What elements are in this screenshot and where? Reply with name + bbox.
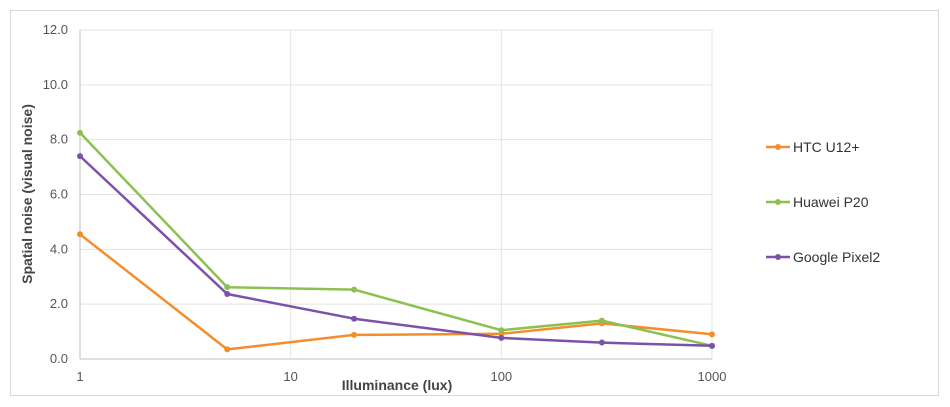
- grid-lines: [79, 29, 713, 360]
- x-tick-label: 100: [490, 369, 512, 384]
- axes: 0.0 2.0 4.0 6.0 8.0 10.0 12.0 1 10 100 1000: [43, 22, 727, 384]
- data-point: [351, 315, 358, 322]
- x-tick-label: 1: [76, 369, 83, 384]
- data-point: [77, 153, 83, 160]
- data-point: [224, 284, 231, 291]
- legend: HTC U12+ Huawei P20 Google Pixel2: [766, 139, 880, 265]
- data-point: [77, 129, 83, 136]
- legend-label: Huawei P20: [793, 194, 869, 210]
- x-axis-title: Illuminance (lux): [342, 377, 452, 393]
- y-tick-label: 6.0: [50, 187, 68, 202]
- series-line: [79, 155, 713, 348]
- x-tick-label: 1000: [698, 369, 727, 384]
- data-point: [224, 346, 231, 353]
- data-point: [77, 231, 83, 238]
- data-point: [224, 291, 231, 298]
- y-axis-title: Spatial noise (visual noise): [19, 104, 35, 284]
- data-point: [598, 317, 605, 324]
- y-tick-label: 10.0: [43, 77, 68, 92]
- x-tick-label: 10: [283, 369, 297, 384]
- data-point: [709, 331, 715, 338]
- data-point: [598, 339, 605, 346]
- y-tick-label: 8.0: [50, 132, 68, 147]
- legend-marker: [775, 144, 781, 150]
- data-point: [709, 342, 715, 349]
- data-point: [351, 286, 358, 293]
- y-tick-label: 2.0: [50, 296, 68, 311]
- data-point: [498, 334, 505, 341]
- legend-label: Google Pixel2: [793, 249, 880, 265]
- legend-marker: [775, 199, 781, 205]
- data-point: [498, 327, 505, 334]
- series-line: [79, 131, 713, 348]
- data-point: [351, 331, 358, 338]
- y-tick-label: 4.0: [50, 241, 68, 256]
- legend-marker: [775, 254, 781, 260]
- legend-label: HTC U12+: [793, 139, 860, 155]
- series-group: [77, 129, 715, 353]
- y-tick-label: 12.0: [43, 22, 68, 37]
- series-line: [79, 233, 713, 351]
- y-tick-label: 0.0: [50, 351, 68, 366]
